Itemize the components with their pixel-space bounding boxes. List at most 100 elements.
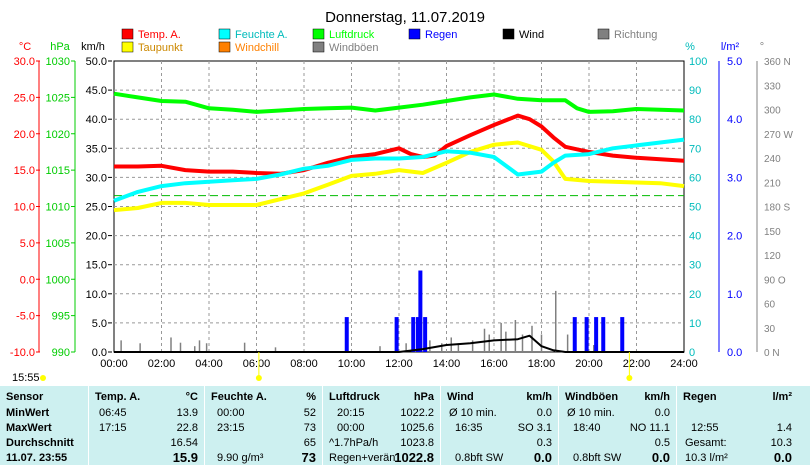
sun-marker-left xyxy=(40,375,46,381)
pressure-tick-label: 990 xyxy=(52,347,70,359)
x-tick-label: 10:00 xyxy=(338,358,366,370)
wind-header: Wind xyxy=(447,391,474,403)
pressure-tick-label: 1020 xyxy=(46,129,70,141)
rain-bar xyxy=(418,270,423,352)
pressure-unit: hPa xyxy=(413,391,434,403)
humidity-tick-label: 80 xyxy=(689,114,701,126)
direction-tick-label: 360 N xyxy=(764,57,791,68)
pressure-tick-label: 1010 xyxy=(46,202,70,214)
legend-label: Windchill xyxy=(235,42,279,54)
rain-bar xyxy=(411,317,416,352)
pressure-trend: ^1.7hPa/h xyxy=(329,437,379,449)
x-tick-label: 02:00 xyxy=(148,358,176,370)
pressure-header: Luftdruck xyxy=(329,391,380,403)
legend-swatch xyxy=(218,41,231,53)
rain-axis-unit: l/m² xyxy=(721,41,740,53)
humidity-tick-label: 30 xyxy=(689,260,701,272)
rain-total-value: 10.3 xyxy=(770,437,792,449)
legend-label: Wind xyxy=(519,29,544,41)
temp-tick-label: 0.0 xyxy=(20,274,35,286)
rain-tick-label: 0.0 xyxy=(727,347,742,359)
rain-current-total: 10.3 l/m² xyxy=(685,452,728,464)
wind-min-label: Ø 10 min. xyxy=(449,407,497,419)
right-axes: 10090807060504030201005.04.03.02.01.00.0… xyxy=(689,56,793,359)
wind-avg-value: 0.3 xyxy=(536,437,552,449)
pressure-axis-unit: hPa xyxy=(50,41,70,53)
rain-bar xyxy=(416,317,420,352)
legend-label: Feuchte A. xyxy=(235,29,288,41)
series-line-feuchte-a xyxy=(113,137,685,203)
legend-swatch xyxy=(312,41,325,53)
x-tick-label: 20:00 xyxy=(575,358,603,370)
rain-tick-label: 4.0 xyxy=(727,114,742,126)
rain-max-value: 1.4 xyxy=(776,422,792,434)
gusts-header: Windböen xyxy=(565,391,619,403)
humidity-tick-label: 60 xyxy=(689,172,701,184)
direction-tick-label: 150 xyxy=(764,227,781,238)
legend-swatch xyxy=(121,41,134,53)
rain-bar xyxy=(594,317,599,352)
humidity-max-time: 23:15 xyxy=(217,422,245,434)
direction-tick-label: 210 xyxy=(764,178,781,189)
legend-swatch xyxy=(312,28,325,40)
row-label-min: MinWert xyxy=(6,407,50,419)
humidity-tick-label: 40 xyxy=(689,231,701,243)
wind-tick-label: 45.0 xyxy=(86,85,107,97)
x-tick-label: 06:00 xyxy=(243,358,271,370)
legend-label: Windböen xyxy=(329,42,379,54)
wind-tick-label: 10.0 xyxy=(86,289,107,301)
series-line-taupunkt xyxy=(113,140,685,213)
temp-tick-label: 25.0 xyxy=(14,92,35,104)
rain-tick-label: 1.0 xyxy=(727,289,742,301)
humidity-current-value: 73 xyxy=(301,450,316,465)
rain-header: Regen xyxy=(683,391,717,403)
temp-tick-label: 10.0 xyxy=(14,202,35,214)
gusts-column: Windböen km/h Ø 10 min. 0.0 18:40 NO 11.… xyxy=(558,386,676,465)
temp-tick-label: 30.0 xyxy=(14,56,35,68)
rain-max-time: 12:55 xyxy=(691,422,719,434)
row-label-max: MaxWert xyxy=(6,422,52,434)
temp-header: Temp. A. xyxy=(95,391,141,403)
x-tick-label: 14:00 xyxy=(433,358,461,370)
humidity-absolute: 9.90 g/m³ xyxy=(217,452,264,464)
x-axis: 00:00 02:00 04:00 06:00 08:00 10:00 12:00 14:00… xyxy=(100,358,698,370)
humidity-header: Feuchte A. xyxy=(211,391,267,403)
pressure-tick-label: 1025 xyxy=(46,92,70,104)
rain-unit: l/m² xyxy=(772,391,792,403)
x-tick-label: 22:00 xyxy=(623,358,651,370)
humidity-tick-label: 10 xyxy=(689,318,701,330)
sun-marker xyxy=(626,375,633,381)
temp-tick-label: -10.0 xyxy=(10,347,35,359)
rain-bar xyxy=(344,317,349,352)
rain-total-label: Gesamt: xyxy=(685,437,727,449)
legend-swatch xyxy=(597,28,610,40)
humidity-max-value: 73 xyxy=(303,422,316,434)
rain-bar xyxy=(620,317,625,352)
sensor-header: Sensor xyxy=(6,391,44,403)
wind-axis-unit: km/h xyxy=(81,41,105,53)
pressure-min-value: 1022.2 xyxy=(400,407,434,419)
time-stamp: 15:55 xyxy=(12,372,40,384)
wind-unit: km/h xyxy=(526,391,552,403)
legend-label: Taupunkt xyxy=(138,42,183,54)
humidity-min-value: 52 xyxy=(303,407,316,419)
legend-swatch xyxy=(502,28,515,40)
chart-marks xyxy=(113,91,685,381)
wind-tick-label: 15.0 xyxy=(86,260,107,272)
humidity-avg-value: 65 xyxy=(303,437,316,449)
series-line-luftdruck xyxy=(113,91,685,114)
x-tick-label: 12:00 xyxy=(385,358,413,370)
direction-tick-label: 60 xyxy=(764,300,776,311)
wind-current-value: 0.0 xyxy=(533,450,552,465)
temp-tick-label: 20.0 xyxy=(14,129,35,141)
rain-current-value: 0.0 xyxy=(773,450,792,465)
wind-tick-label: 5.0 xyxy=(92,318,107,330)
direction-tick-label: 120 xyxy=(764,251,781,262)
gusts-max-dir: NO 11.1 xyxy=(629,422,670,434)
rain-bar xyxy=(601,317,606,352)
temp-max-value: 22.8 xyxy=(176,422,198,434)
gusts-current-bft: 0.8bft SW xyxy=(573,452,622,464)
x-tick-label: 08:00 xyxy=(290,358,318,370)
gusts-current-value: 0.0 xyxy=(651,450,670,465)
pressure-tick-label: 1015 xyxy=(46,165,70,177)
